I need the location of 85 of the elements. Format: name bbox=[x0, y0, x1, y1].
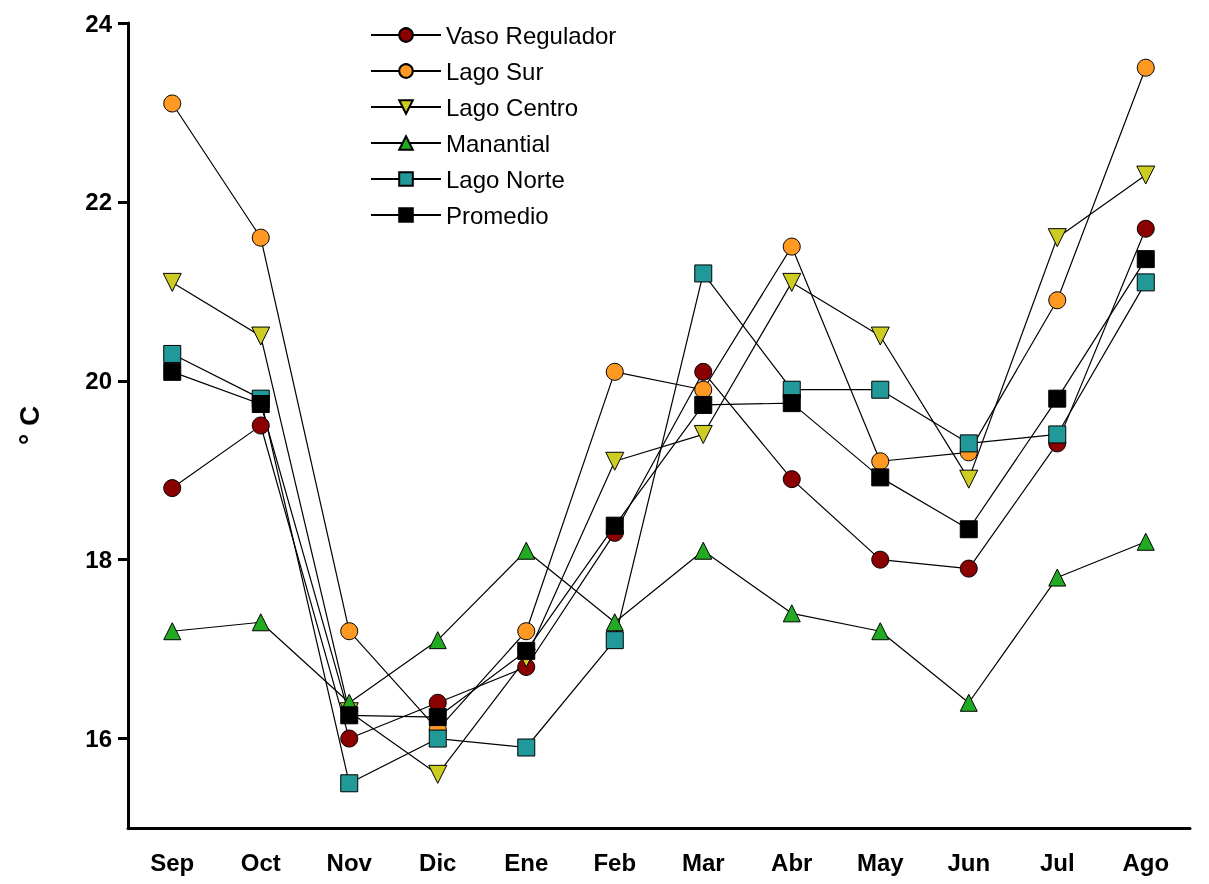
x-tick-label: Nov bbox=[326, 848, 373, 876]
point bbox=[162, 272, 182, 292]
point bbox=[694, 395, 713, 414]
x-tick-label: Sep bbox=[150, 848, 195, 876]
point bbox=[871, 622, 890, 641]
y-tick-label: 24 bbox=[85, 9, 113, 37]
point bbox=[871, 468, 890, 487]
point bbox=[782, 237, 801, 256]
point bbox=[782, 394, 801, 413]
legend-label: Lago Sur bbox=[446, 57, 544, 85]
point bbox=[959, 520, 978, 539]
point bbox=[1048, 568, 1067, 587]
y-tick-label: 20 bbox=[85, 367, 112, 395]
x-tick-label: Dic bbox=[419, 848, 457, 876]
point bbox=[871, 550, 890, 569]
point bbox=[428, 631, 447, 650]
x-tick-label: Abr bbox=[771, 848, 813, 876]
point bbox=[782, 470, 801, 489]
point bbox=[605, 631, 624, 650]
point bbox=[340, 706, 359, 725]
point bbox=[1048, 389, 1067, 408]
y-tick-label: 18 bbox=[85, 546, 112, 574]
point bbox=[340, 622, 359, 641]
point bbox=[163, 479, 182, 498]
point bbox=[428, 764, 448, 784]
point bbox=[251, 326, 271, 346]
point bbox=[694, 362, 713, 381]
point bbox=[959, 559, 978, 578]
point bbox=[428, 729, 447, 748]
point bbox=[693, 424, 713, 444]
legend-label: Promedio bbox=[446, 201, 549, 229]
point bbox=[517, 738, 536, 757]
point bbox=[605, 516, 624, 535]
point bbox=[1136, 219, 1155, 238]
point bbox=[340, 729, 359, 748]
legend-label: Manantial bbox=[446, 129, 551, 157]
point bbox=[1136, 532, 1155, 551]
x-tick-label: Jul bbox=[1039, 848, 1075, 876]
point bbox=[251, 613, 270, 632]
point bbox=[163, 622, 182, 641]
point bbox=[605, 451, 625, 471]
point bbox=[871, 452, 890, 471]
point bbox=[1048, 291, 1067, 310]
point bbox=[428, 708, 447, 727]
point bbox=[517, 641, 536, 660]
x-tick-label: Ago bbox=[1122, 848, 1170, 876]
point bbox=[694, 264, 713, 283]
x-tick-label: Ene bbox=[504, 848, 549, 876]
point bbox=[959, 693, 978, 712]
point bbox=[782, 604, 801, 623]
point bbox=[251, 416, 270, 435]
point bbox=[871, 380, 890, 399]
point bbox=[605, 613, 624, 632]
point bbox=[340, 774, 359, 793]
x-tick-label: Oct bbox=[240, 848, 281, 876]
point bbox=[870, 326, 890, 346]
y-tick-label: 22 bbox=[85, 188, 112, 216]
point bbox=[251, 228, 270, 247]
point bbox=[694, 380, 713, 399]
point bbox=[163, 344, 182, 363]
point bbox=[163, 94, 182, 113]
point bbox=[1136, 250, 1155, 269]
x-tick-label: Jun bbox=[947, 848, 991, 876]
x-tick-label: Feb bbox=[593, 848, 637, 876]
x-tick-label: May bbox=[856, 848, 905, 876]
point bbox=[605, 362, 624, 381]
point bbox=[1047, 228, 1067, 248]
legend-label: Vaso Regulador bbox=[446, 21, 617, 49]
y-tick-label: 16 bbox=[85, 725, 112, 753]
legend-label: Lago Norte bbox=[446, 165, 565, 193]
point bbox=[1136, 165, 1156, 185]
point bbox=[251, 395, 270, 414]
x-tick-label: Mar bbox=[681, 848, 725, 876]
point bbox=[959, 434, 978, 453]
point bbox=[959, 469, 979, 489]
point bbox=[694, 541, 713, 560]
point bbox=[782, 272, 802, 292]
point bbox=[1048, 425, 1067, 444]
point bbox=[163, 362, 182, 381]
point bbox=[517, 541, 536, 560]
y-axis-title: ° C bbox=[13, 405, 45, 446]
point bbox=[517, 622, 536, 641]
legend-label: Lago Centro bbox=[446, 93, 579, 121]
point bbox=[1136, 273, 1155, 292]
point bbox=[1136, 58, 1155, 77]
